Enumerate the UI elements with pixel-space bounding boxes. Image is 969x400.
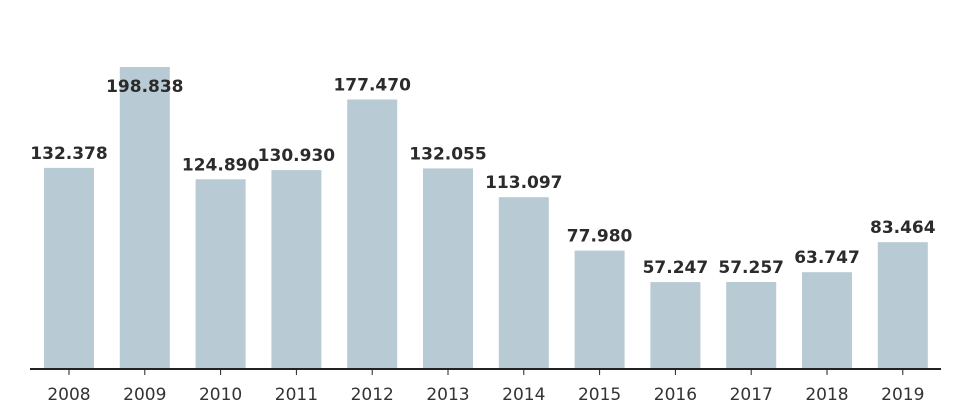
bar-2012 [347, 99, 398, 369]
value-label-2010: 124.890 [182, 155, 260, 175]
bar-2018 [802, 272, 852, 369]
value-label-2013: 132.055 [409, 144, 486, 164]
x-tick-label-2019: 2019 [881, 385, 924, 400]
bars-group [44, 67, 928, 369]
x-tick-labels-group: 2008 2009 2010 2011 2012 2013 2014 2015 2016 2017… [47, 385, 924, 400]
value-label-2012: 177.470 [333, 76, 411, 96]
value-label-2008: 132.378 [30, 144, 107, 164]
bar-2019 [877, 242, 928, 369]
value-label-2019: 83.464 [870, 218, 936, 238]
x-tick-label-2009: 2009 [123, 385, 166, 400]
value-label-2015: 77.980 [567, 227, 633, 247]
x-tick-label-2012: 2012 [351, 385, 394, 400]
bar-2011 [271, 170, 322, 369]
value-label-2009: 198.838 [106, 77, 183, 97]
bar-2015 [574, 250, 625, 369]
x-tick-label-2016: 2016 [654, 385, 697, 400]
x-tick-label-2008: 2008 [47, 385, 90, 400]
bar-2008 [44, 167, 94, 369]
x-tick-label-2010: 2010 [199, 385, 242, 400]
x-tick-label-2017: 2017 [730, 385, 773, 400]
value-label-2016: 57.247 [643, 258, 709, 278]
value-label-2017: 57.257 [718, 258, 784, 278]
x-tick-label-2018: 2018 [805, 385, 848, 400]
bar-2013 [423, 168, 473, 369]
x-tick-label-2013: 2013 [426, 385, 469, 400]
x-tick-label-2015: 2015 [578, 385, 621, 400]
bar-2014 [498, 197, 549, 369]
x-tick-label-2014: 2014 [502, 385, 545, 400]
bar-2017 [726, 282, 777, 369]
bar-2009 [119, 67, 170, 369]
x-tick-label-2011: 2011 [275, 385, 318, 400]
value-label-2018: 63.747 [794, 248, 860, 268]
value-label-2014: 113.097 [485, 173, 562, 193]
bar-2016 [650, 282, 701, 369]
value-label-2011: 130.930 [258, 146, 336, 166]
bar-2010 [195, 179, 246, 369]
x-ticks-group [68, 369, 904, 375]
